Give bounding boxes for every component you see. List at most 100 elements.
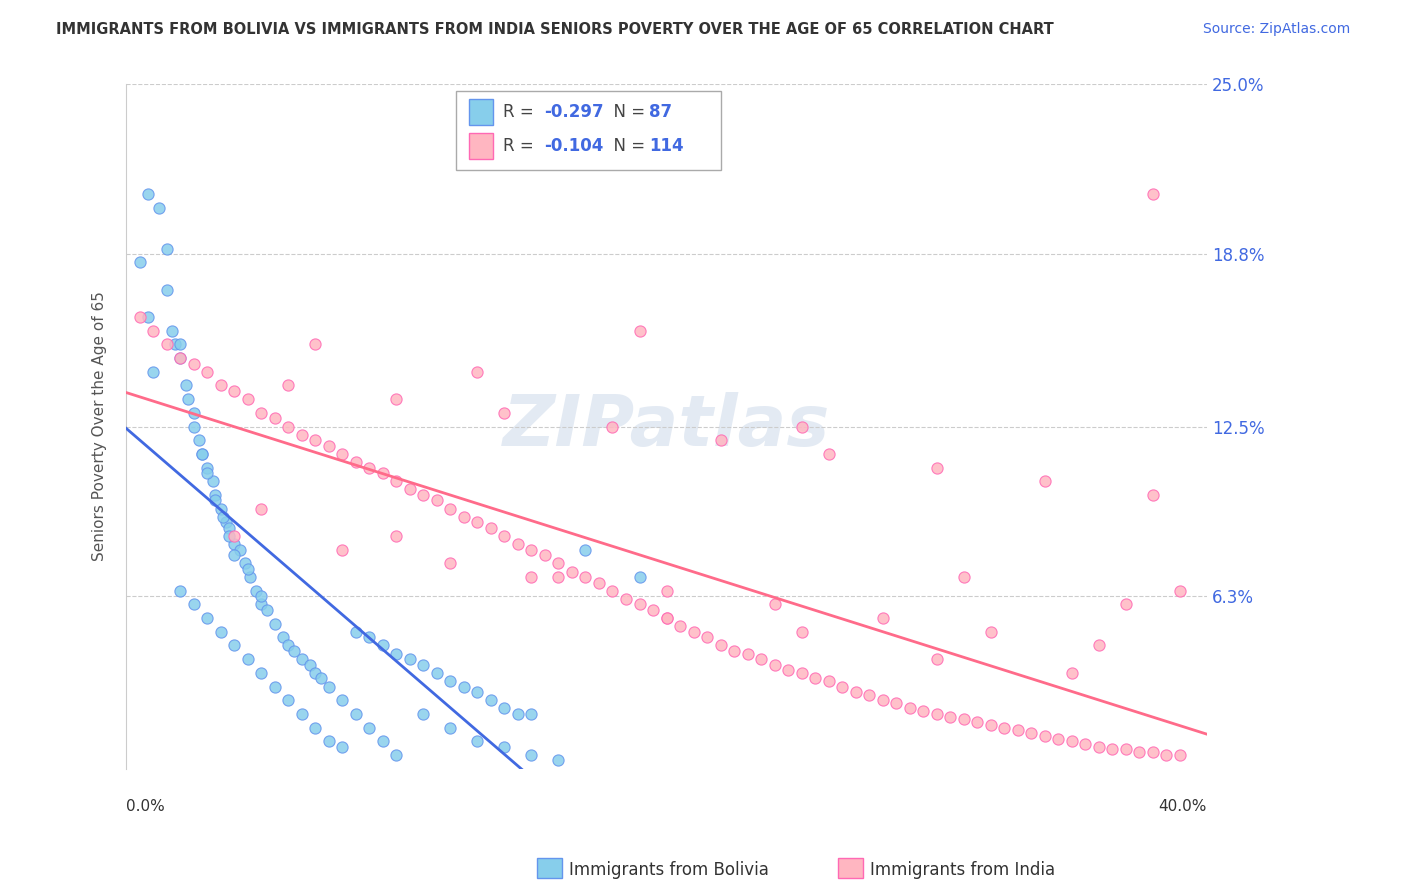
Point	[1101, 742, 1123, 756]
Point	[195, 460, 218, 475]
Point	[344, 706, 367, 721]
Point	[250, 589, 273, 603]
Point	[218, 529, 240, 543]
Point	[233, 557, 256, 571]
Point	[212, 509, 235, 524]
Point	[952, 712, 974, 726]
Point	[534, 548, 557, 562]
Point	[952, 570, 974, 584]
Point	[1088, 639, 1111, 653]
Point	[304, 337, 326, 351]
Point	[224, 384, 246, 398]
Point	[520, 706, 543, 721]
Point	[467, 365, 489, 379]
Point	[174, 378, 197, 392]
Point	[195, 466, 218, 480]
Point	[156, 337, 179, 351]
Point	[669, 619, 692, 633]
Point	[602, 583, 624, 598]
Point	[1115, 598, 1137, 612]
Point	[1060, 734, 1083, 748]
FancyBboxPatch shape	[468, 133, 492, 159]
Point	[385, 475, 408, 489]
Point	[224, 639, 246, 653]
Point	[236, 392, 259, 407]
Point	[128, 310, 150, 324]
Point	[494, 529, 516, 543]
Point	[318, 439, 340, 453]
Point	[250, 598, 273, 612]
Point	[263, 616, 285, 631]
Point	[239, 570, 262, 584]
Point	[426, 665, 449, 680]
Point	[479, 521, 502, 535]
Point	[412, 657, 434, 672]
Point	[520, 570, 543, 584]
Point	[183, 406, 205, 420]
Text: 40.0%: 40.0%	[1159, 799, 1206, 814]
Point	[682, 624, 704, 639]
Text: -0.104: -0.104	[544, 137, 603, 155]
Point	[188, 434, 211, 448]
Point	[1168, 747, 1191, 762]
Point	[845, 685, 868, 699]
Point	[309, 671, 332, 685]
Point	[344, 455, 367, 469]
FancyBboxPatch shape	[456, 91, 720, 170]
Point	[304, 721, 326, 735]
Point	[224, 537, 246, 551]
Point	[169, 337, 191, 351]
Point	[1007, 723, 1029, 738]
Point	[385, 529, 408, 543]
Point	[817, 674, 839, 689]
Point	[183, 419, 205, 434]
Point	[1088, 739, 1111, 754]
Point	[966, 715, 988, 730]
Text: 0.0%: 0.0%	[127, 799, 165, 814]
Point	[245, 583, 267, 598]
Point	[330, 693, 353, 707]
Point	[169, 583, 191, 598]
Point	[1033, 729, 1056, 743]
Point	[224, 548, 246, 562]
Point	[925, 460, 948, 475]
Point	[628, 570, 651, 584]
Point	[749, 652, 772, 666]
Point	[439, 721, 461, 735]
Point	[183, 598, 205, 612]
Text: N =: N =	[603, 103, 650, 120]
Point	[136, 310, 159, 324]
Point	[912, 704, 935, 718]
Point	[371, 466, 394, 480]
Point	[602, 419, 624, 434]
Point	[561, 565, 583, 579]
Point	[1033, 475, 1056, 489]
Point	[696, 630, 718, 644]
Point	[359, 630, 381, 644]
Point	[204, 493, 226, 508]
Point	[291, 427, 314, 442]
Point	[359, 460, 381, 475]
Point	[271, 630, 294, 644]
Point	[195, 365, 218, 379]
Point	[298, 657, 321, 672]
Text: Immigrants from India: Immigrants from India	[870, 861, 1056, 879]
Point	[858, 688, 880, 702]
Point	[494, 406, 516, 420]
Point	[1047, 731, 1070, 746]
Point	[737, 647, 759, 661]
Text: ZIPatlas: ZIPatlas	[503, 392, 830, 461]
Point	[520, 542, 543, 557]
Text: Source: ZipAtlas.com: Source: ZipAtlas.com	[1202, 22, 1350, 37]
Point	[236, 652, 259, 666]
Point	[359, 721, 381, 735]
Point	[1156, 747, 1178, 762]
Point	[655, 611, 678, 625]
Point	[439, 501, 461, 516]
Point	[201, 475, 224, 489]
Point	[236, 562, 259, 576]
Point	[439, 674, 461, 689]
Point	[506, 537, 529, 551]
Point	[371, 734, 394, 748]
Point	[318, 734, 340, 748]
